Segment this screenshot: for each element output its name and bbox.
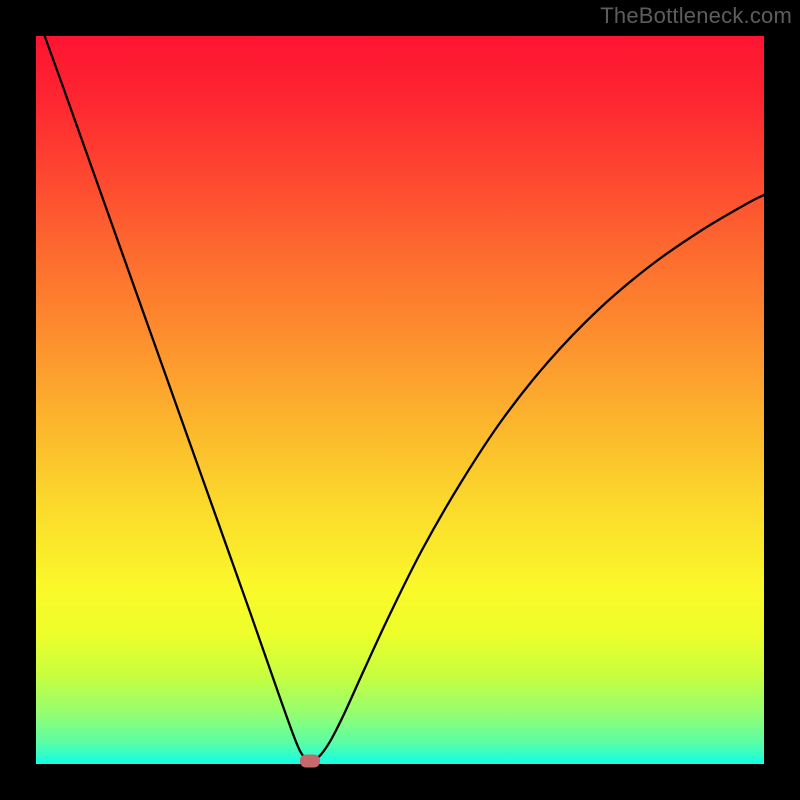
plot-background — [36, 36, 764, 764]
bottleneck-chart — [0, 0, 800, 800]
minimum-marker — [300, 755, 320, 768]
watermark-text: TheBottleneck.com — [600, 3, 792, 29]
